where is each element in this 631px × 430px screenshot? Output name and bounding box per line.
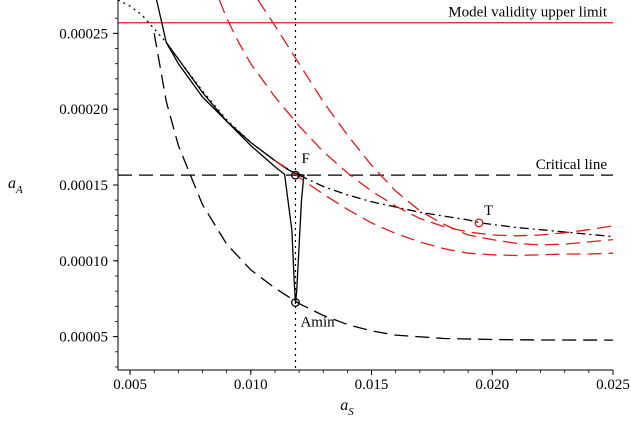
plot-area: [118, 0, 613, 370]
point-marker-1: [474, 218, 484, 228]
x-tick-label-1: 0.010: [234, 377, 268, 393]
x-tick-label-2: 0.015: [355, 377, 389, 393]
point-label-2: Amin: [300, 315, 335, 331]
point-marker-2: [291, 298, 300, 307]
series-line-0: [153, 33, 613, 341]
y-axis-label: aA: [8, 175, 23, 196]
y-tick-label-1: 0.00010: [59, 254, 108, 270]
x-tick-label-4: 0.025: [596, 377, 630, 393]
series-line-7: [274, 160, 613, 257]
x-tick-label-3: 0.020: [475, 377, 509, 393]
x-tick-label-0: 0.005: [113, 377, 147, 393]
point-label-0: F: [301, 151, 309, 167]
y-tick-label-3: 0.00020: [59, 102, 108, 118]
point-label-1: T: [484, 203, 493, 219]
series-line-3: [298, 174, 613, 238]
reference-line-label-0: Model validity upper limit: [448, 5, 608, 21]
series-line-2: [118, 0, 295, 174]
series-line-5: [218, 0, 613, 237]
y-tick-label-0: 0.00005: [59, 330, 108, 346]
series-line-4: [165, 42, 305, 304]
x-axis-label: aS: [340, 397, 354, 418]
series-line-6: [257, 0, 613, 246]
reference-line-label-1: Critical line: [536, 157, 608, 173]
y-tick-label-4: 0.00025: [59, 26, 108, 42]
y-tick-label-2: 0.00015: [59, 178, 108, 194]
point-marker-0: [291, 170, 300, 180]
